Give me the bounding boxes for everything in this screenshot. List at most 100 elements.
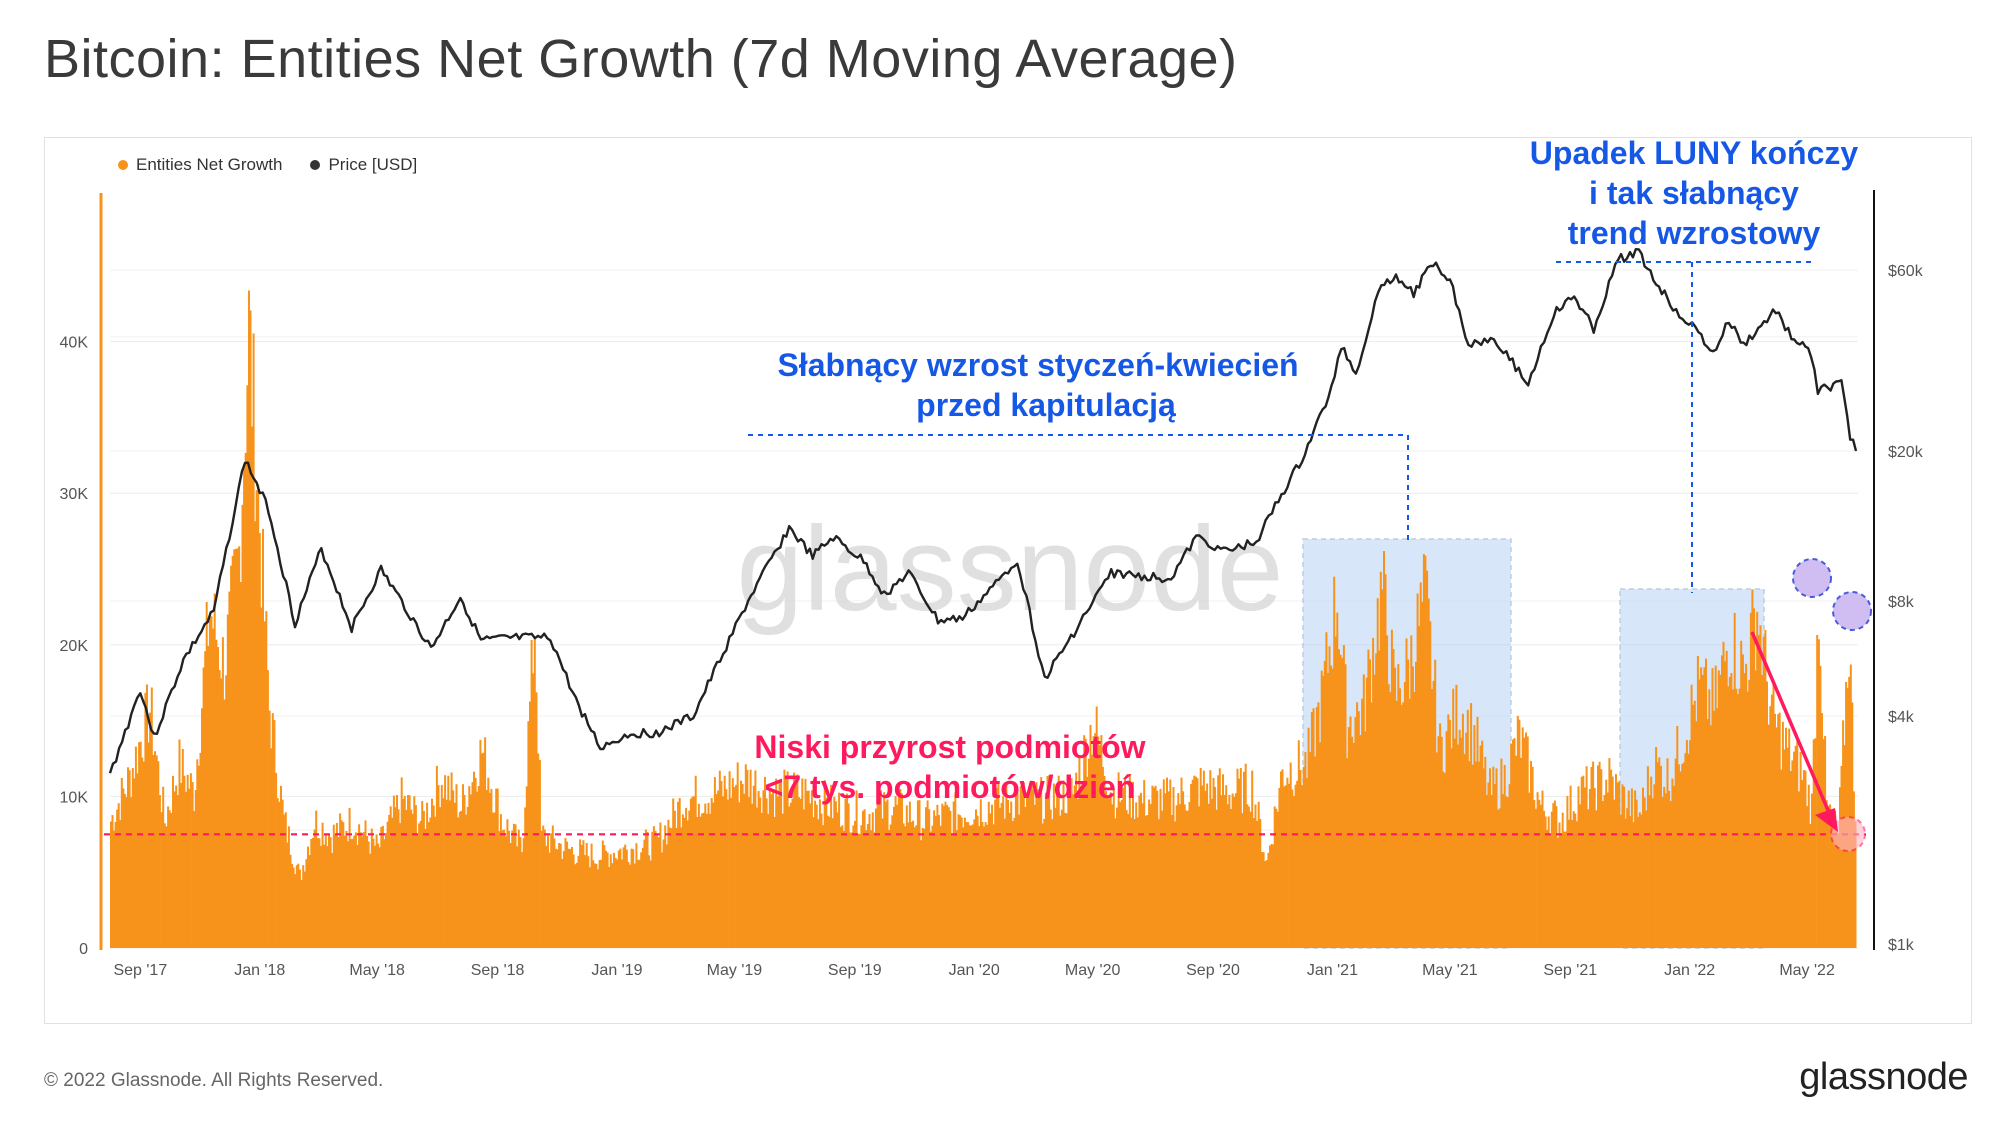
bar-entities-net-growth — [136, 773, 139, 948]
bar-entities-net-growth — [1188, 802, 1191, 948]
bar-entities-net-growth — [983, 826, 985, 948]
legend-item-entities[interactable]: Entities Net Growth — [118, 155, 282, 175]
bar-entities-net-growth — [1549, 835, 1552, 948]
bar-entities-net-growth — [577, 855, 580, 948]
bar-entities-net-growth — [311, 837, 314, 948]
bar-entities-net-growth — [799, 798, 802, 948]
bar-entities-net-growth — [321, 822, 324, 948]
bar-entities-net-growth — [353, 835, 356, 948]
bar-entities-net-growth — [1487, 782, 1490, 948]
bar-entities-net-growth — [1447, 714, 1450, 948]
bar-entities-net-growth — [1170, 815, 1173, 948]
bar-entities-net-growth — [806, 790, 809, 948]
bar-entities-net-growth — [878, 802, 881, 948]
bar-entities-net-growth — [1101, 766, 1104, 948]
bar-entities-net-growth — [951, 834, 953, 948]
bar-entities-net-growth — [735, 784, 738, 948]
bar-entities-net-growth — [1029, 787, 1032, 948]
bar-entities-net-growth — [1479, 745, 1482, 948]
bar-entities-net-growth — [1153, 787, 1155, 948]
bar-entities-net-growth — [547, 835, 549, 948]
bar-entities-net-growth — [1177, 793, 1180, 948]
bar-entities-net-growth — [468, 786, 471, 948]
bar-entities-net-growth — [1703, 667, 1706, 948]
bar-entities-net-growth — [403, 796, 406, 948]
bar-entities-net-growth — [1297, 740, 1300, 948]
chart-legend: Entities Net Growth Price [USD] — [118, 155, 417, 175]
bar-entities-net-growth — [756, 807, 758, 948]
bar-entities-net-growth — [331, 853, 334, 948]
y-tick-right: $20k — [1888, 444, 1924, 461]
bar-entities-net-growth — [1322, 675, 1325, 948]
bar-entities-net-growth — [255, 490, 258, 948]
bar-entities-net-growth — [1106, 796, 1109, 948]
bar-entities-net-growth — [1226, 804, 1229, 948]
bar-entities-net-growth — [1328, 646, 1331, 948]
bar-entities-net-growth — [1730, 673, 1733, 948]
bar-entities-net-growth — [965, 822, 968, 948]
bar-entities-net-growth — [1365, 677, 1368, 948]
bar-entities-net-growth — [1460, 737, 1463, 948]
bar-entities-net-growth — [1489, 768, 1491, 948]
bar-entities-net-growth — [524, 807, 527, 948]
bar-entities-net-growth — [356, 844, 359, 948]
bar-entities-net-growth — [908, 801, 911, 948]
bar-entities-net-growth — [1610, 769, 1613, 948]
bar-entities-net-growth — [130, 797, 133, 948]
bar-entities-net-growth — [1038, 790, 1041, 948]
bar-entities-net-growth — [850, 832, 853, 948]
bar-entities-net-growth — [1222, 774, 1224, 948]
bar-entities-net-growth — [931, 825, 934, 948]
bar-entities-net-growth — [1140, 792, 1142, 948]
bar-entities-net-growth — [689, 798, 692, 948]
bar-entities-net-growth — [1146, 815, 1149, 948]
bar-entities-net-growth — [686, 820, 689, 948]
bar-entities-net-growth — [243, 463, 246, 948]
bar-entities-net-growth — [1745, 663, 1748, 948]
bar-entities-net-growth — [1455, 684, 1458, 948]
bar-entities-net-growth — [1429, 621, 1432, 948]
bar-entities-net-growth — [1629, 816, 1632, 948]
bar-entities-net-growth — [1043, 818, 1046, 948]
bar-entities-net-growth — [699, 816, 702, 948]
bar-entities-net-growth — [960, 817, 963, 948]
bar-entities-net-growth — [1334, 636, 1337, 948]
bar-entities-net-growth — [1275, 808, 1278, 948]
x-tick: May '22 — [1779, 962, 1835, 979]
bar-entities-net-growth — [776, 796, 779, 948]
bar-entities-net-growth — [176, 795, 179, 948]
bar-entities-net-growth — [1440, 736, 1443, 948]
bar-entities-net-growth — [1291, 789, 1294, 948]
bar-entities-net-growth — [1646, 766, 1649, 948]
bar-entities-net-growth — [1656, 762, 1659, 948]
bar-entities-net-growth — [1135, 802, 1138, 948]
bar-entities-net-growth — [1778, 712, 1781, 948]
bar-entities-net-growth — [223, 699, 226, 948]
legend-item-price[interactable]: Price [USD] — [310, 155, 417, 175]
bar-entities-net-growth — [291, 864, 294, 948]
bar-entities-net-growth — [1588, 789, 1591, 948]
bar-entities-net-growth — [1133, 819, 1136, 948]
bar-entities-net-growth — [1550, 811, 1553, 948]
bar-entities-net-growth — [723, 775, 726, 948]
bar-entities-net-growth — [1154, 785, 1157, 948]
bar-entities-net-growth — [1626, 808, 1629, 948]
bar-entities-net-growth — [921, 828, 924, 948]
bar-entities-net-growth — [408, 795, 411, 948]
bar-entities-net-growth — [1693, 700, 1696, 948]
bar-entities-net-growth — [1637, 816, 1640, 948]
bar-entities-net-growth — [320, 845, 322, 948]
bar-entities-net-growth — [657, 837, 660, 948]
bar-entities-net-growth — [1383, 551, 1385, 948]
bar-entities-net-growth — [1809, 824, 1812, 948]
bar-entities-net-growth — [600, 859, 603, 948]
bar-entities-net-growth — [1267, 852, 1270, 948]
bar-entities-net-growth — [1272, 844, 1275, 948]
bar-entities-net-growth — [1204, 790, 1207, 948]
bar-entities-net-growth — [340, 820, 343, 948]
bar-entities-net-growth — [725, 789, 728, 948]
bar-entities-net-growth — [1450, 748, 1453, 948]
bar-entities-net-growth — [1323, 660, 1326, 948]
bar-entities-net-growth — [385, 832, 387, 948]
bar-entities-net-growth — [697, 803, 700, 948]
